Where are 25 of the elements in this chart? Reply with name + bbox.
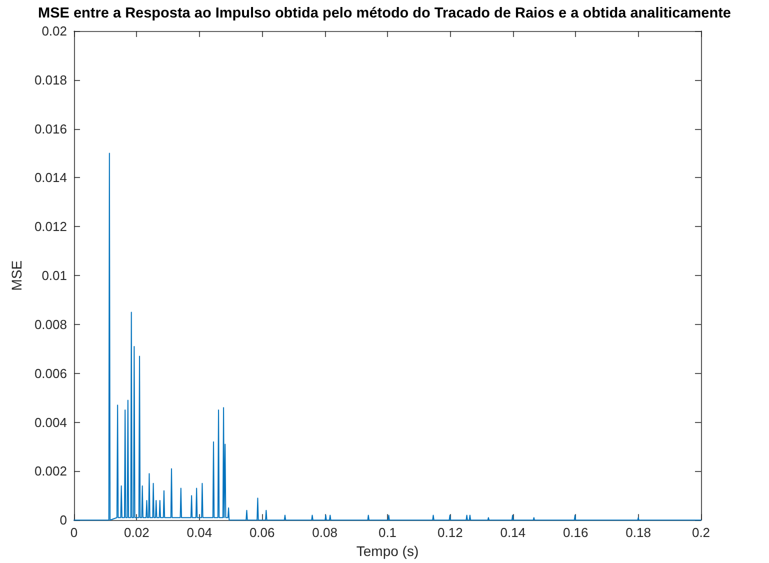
y-tick-label: 0.02	[42, 24, 67, 38]
x-tick-label: 0.2	[692, 525, 710, 540]
x-tick-label: 0.12	[438, 525, 463, 540]
x-tick-label: 0.06	[249, 525, 275, 540]
y-tick-label: 0.012	[34, 219, 67, 234]
x-tick-label: 0	[70, 525, 78, 540]
x-tick-label: 0.16	[562, 525, 588, 540]
x-tick-label: 0.02	[124, 525, 150, 540]
y-tick-label: 0.008	[34, 316, 67, 332]
x-tick-label: 0.14	[500, 525, 526, 540]
y-tick-label: 0.018	[34, 72, 67, 88]
chart-title: MSE entre a Resposta ao Impulso obtida pelo método do Tracado de Raios e a obtida analiticamente	[38, 6, 731, 22]
x-tick-label: 0.04	[186, 525, 212, 540]
y-tick-label: 0.002	[34, 464, 67, 479]
y-tick-label: 0.006	[34, 366, 67, 381]
x-tick-label: 0.18	[626, 525, 651, 540]
y-tick-label: 0.014	[34, 170, 67, 186]
y-tick-label: 0.01	[42, 268, 67, 284]
y-axis-title: MSE	[8, 260, 25, 291]
y-tick-label: 0.016	[34, 121, 67, 136]
x-axis-title: Tempo (s)	[356, 543, 419, 559]
y-tick-label: 0.004	[34, 414, 67, 430]
x-tick-label: 0.08	[312, 525, 338, 540]
x-tick-label: 0.1	[378, 525, 397, 540]
y-tick-label: 0	[60, 512, 67, 528]
